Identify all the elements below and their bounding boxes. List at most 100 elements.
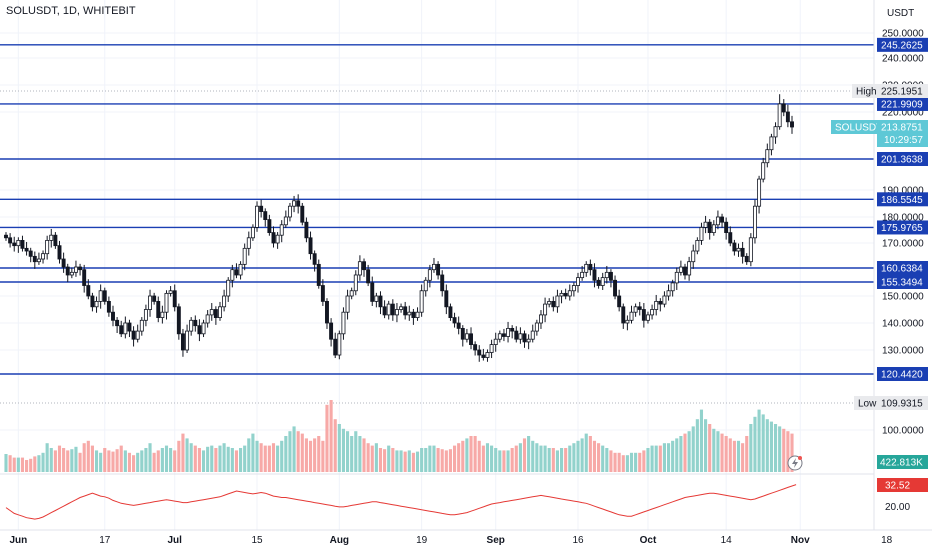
volume-bar xyxy=(29,458,33,472)
candle-body xyxy=(16,239,21,247)
time-axis[interactable]: Jun17Jul15Aug19Sep16Oct14Nov18Dec xyxy=(0,529,932,546)
candle-body xyxy=(127,322,132,332)
candle-body xyxy=(493,338,498,346)
candle-body xyxy=(559,292,564,297)
volume-bar xyxy=(564,448,568,472)
candle-body xyxy=(407,311,412,316)
volume-bar xyxy=(144,448,148,472)
volume-bar xyxy=(152,452,156,472)
candle-body xyxy=(98,290,103,302)
candle-body xyxy=(530,330,535,340)
volume-bar xyxy=(572,443,576,472)
volume-bar xyxy=(473,436,477,472)
volume-bar xyxy=(185,438,189,472)
volume-bar xyxy=(720,433,724,472)
volume-bar xyxy=(584,433,588,472)
candle-body xyxy=(213,309,218,319)
volume-bar xyxy=(452,445,457,472)
candle-body xyxy=(584,263,589,273)
volume-bar xyxy=(263,445,267,472)
y-tick-label: 190.0000 xyxy=(882,186,924,197)
volume-bar xyxy=(732,440,736,472)
line-price-tag xyxy=(877,96,928,111)
volume-bar xyxy=(679,436,683,472)
volume-bar xyxy=(345,431,350,472)
candle-body xyxy=(57,245,62,260)
candle-body xyxy=(707,221,712,233)
candle-body xyxy=(497,333,502,340)
volume-bars xyxy=(4,400,794,472)
volume-bar xyxy=(358,436,362,472)
candle-body xyxy=(411,311,416,319)
volume-bar xyxy=(226,446,230,472)
line-price-label: 245.2625 xyxy=(881,40,923,51)
low-label: Low xyxy=(858,399,877,410)
price-axis[interactable]: 250.0000240.0000230.0000220.0000190.0000… xyxy=(831,0,932,550)
currency-label[interactable]: USDT xyxy=(887,8,915,19)
candle-body xyxy=(283,216,288,226)
volume-bar xyxy=(296,431,300,472)
candle-body xyxy=(230,269,235,281)
volume-bar xyxy=(638,452,642,472)
candle-body xyxy=(419,290,424,313)
volume-bar xyxy=(267,445,271,472)
candle-body xyxy=(73,266,78,273)
candle-body xyxy=(732,242,737,252)
horizontal-lines[interactable] xyxy=(0,44,874,375)
candle-body xyxy=(757,178,762,207)
candle-body xyxy=(205,314,210,324)
volume-bar xyxy=(498,450,502,472)
volume-bar xyxy=(704,419,708,472)
volume-bar xyxy=(522,438,527,472)
volume-bar xyxy=(683,433,687,472)
volume-bar xyxy=(576,440,580,472)
volume-bar xyxy=(629,452,634,472)
candle-body xyxy=(152,295,157,302)
volume-bar xyxy=(107,450,111,472)
candle-body xyxy=(629,311,634,321)
candle-body xyxy=(534,322,539,332)
candle-body xyxy=(320,285,325,302)
volume-bar xyxy=(350,436,354,472)
volume-bar xyxy=(12,457,16,472)
volume-bar xyxy=(559,448,564,472)
volume-bar xyxy=(403,451,407,472)
volume-bar xyxy=(457,443,461,472)
candle-body xyxy=(571,285,576,292)
x-tick-label: 14 xyxy=(721,535,733,546)
candle-body xyxy=(292,200,297,207)
candle-body xyxy=(341,311,346,335)
volume-bar xyxy=(66,450,70,472)
volume-bar xyxy=(206,446,210,472)
candle-body xyxy=(36,258,41,263)
candle-body xyxy=(370,282,375,302)
volume-bar xyxy=(469,436,473,472)
volume-bar xyxy=(662,443,666,472)
volume-bar xyxy=(658,445,662,472)
candle-body xyxy=(32,255,37,263)
volume-bar xyxy=(337,424,341,472)
candle-body xyxy=(8,237,13,244)
candle-body xyxy=(641,309,646,321)
candle-body xyxy=(650,309,655,316)
volume-bar xyxy=(164,445,169,472)
volume-bar xyxy=(708,424,712,472)
low-tag xyxy=(854,396,877,410)
candle-body xyxy=(287,205,292,218)
volume-bar xyxy=(444,450,448,472)
line-price-tag xyxy=(877,220,928,235)
candle-body xyxy=(646,314,650,321)
candle-body xyxy=(769,136,774,151)
rsi-tick-label: 20.00 xyxy=(885,502,910,513)
volume-bar xyxy=(41,452,45,472)
volume-bar xyxy=(308,440,313,472)
lightning-icon[interactable] xyxy=(787,455,803,471)
candle-body xyxy=(234,269,239,276)
volume-bar xyxy=(518,443,522,472)
line-price-tag xyxy=(877,367,928,381)
candle-body xyxy=(637,306,642,310)
y-tick-label: 150.0000 xyxy=(882,292,924,303)
candle-body xyxy=(715,216,720,226)
volume-bar xyxy=(699,409,704,472)
